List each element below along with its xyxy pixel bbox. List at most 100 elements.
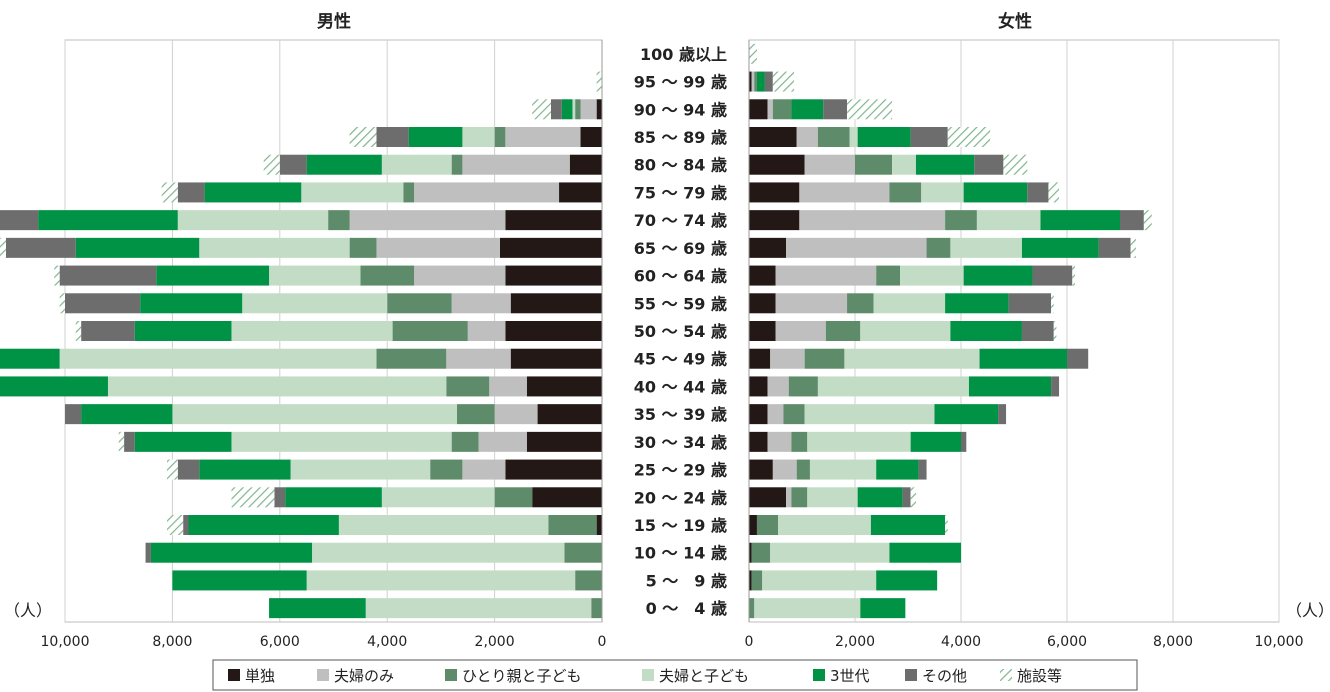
male-bar-segment [505,265,602,286]
age-group-label: 60 ～ 64 歳 [634,267,727,286]
male-bar-segment [494,404,538,425]
male-bar-segment [446,376,490,397]
legend: 単独 夫婦のみ ひとり親と子ども 夫婦と子ども 3世代 その他 施設等 [212,659,1138,691]
female-bar-segment [910,127,948,147]
legend-swatch [905,669,917,681]
male-bar-segment [526,376,602,397]
male-bar-segment [75,321,82,341]
female-bar-segment [767,404,784,425]
female-bar-segment [915,154,975,175]
female-bar-segment [889,542,961,563]
male-bar-segment [285,487,382,508]
unit-label-right: （人） [1286,601,1330,620]
female-bar-segment [749,348,771,369]
male-bar-segment [156,265,270,286]
legend-swatch [642,669,654,681]
female-bar-segment [796,459,810,480]
female-bar-segment [804,348,845,369]
male-bar-segment [306,154,382,175]
male-bar-segment [177,182,205,203]
age-group-label: 80 ～ 84 歳 [634,156,727,175]
male-x-tick-label: 10,000 [41,634,90,650]
bars [0,43,1152,619]
female-x-tick-label: 8,000 [1153,634,1193,650]
male-bar-segment [279,154,307,175]
male-bar-segment [414,265,506,286]
male-bar-segment [505,459,602,480]
male-bar-segment [59,348,377,369]
male-bar-segment [510,293,602,314]
male-bar-segment [478,431,527,452]
female-bar-segment [873,293,946,314]
age-group-label: 0 ～ 4 歳 [646,599,727,618]
male-bar-segment [591,598,602,619]
male-bar-segment [569,154,602,175]
male-bar-segment [451,431,479,452]
age-group-label: 45 ～ 49 歳 [634,350,727,369]
male-bar-segment [59,265,157,286]
male-bar-segment [532,99,551,120]
male-bar-segment [81,321,135,341]
male-bar-segment [376,237,500,258]
female-bar-segment [772,99,792,120]
female-bar-segment [749,431,768,452]
age-group-label: 20 ～ 24 歳 [634,488,727,507]
male-bar-segment [550,99,562,120]
legend-swatch [813,669,825,681]
male-bar-segment [462,459,506,480]
female-bar-segment [876,570,938,591]
male-bar-segment [231,487,275,508]
male-bar-segment [559,182,602,203]
female-bar-segment [823,99,848,120]
female-bar-segment [756,71,765,92]
male-bar-segment [392,321,468,341]
male-bar-segment [349,210,506,231]
female-bar-segment [809,459,877,480]
age-group-label: 30 ～ 34 歳 [634,433,727,452]
female-bar-segment [775,321,826,341]
female-bar-segment [1032,265,1073,286]
female-bar-segment [749,43,757,64]
male-bar-segment [231,321,393,341]
male-x-tick-label: 2,000 [475,634,515,650]
female-bar-segment [767,99,773,120]
legend-swatch [317,669,329,681]
male-bar-segment [349,237,377,258]
female-bar-segment [979,348,1067,369]
male-bar-segment [572,99,576,120]
male-bar-segment [59,293,65,314]
male-bar-segment [0,237,6,258]
female-bar-segment [947,127,991,147]
male-bar-segment [0,348,60,369]
legend-swatch [1000,669,1012,681]
female-bar-segment [1051,376,1060,397]
female-bar-segment [817,376,969,397]
female-bar-segment [807,487,858,508]
age-group-label: 25 ～ 29 歳 [634,461,727,480]
female-bar-segment [847,293,874,314]
male-bar-segment [167,515,184,535]
male-bar-segment [596,71,602,92]
male-bar-segment [467,321,506,341]
female-bar-segment [974,154,1004,175]
male-bar-segment [360,265,415,286]
female-bar-segment [749,293,776,314]
legend-label: その他 [922,667,967,685]
male-bar-segment [564,542,602,563]
female-x-tick-label: 0 [745,634,754,650]
female-x-tick-label: 2,000 [835,634,875,650]
male-bar-segment [387,293,452,314]
male-bar-segment [499,237,602,258]
age-group-label: 75 ～ 79 歳 [634,183,727,202]
male-bar-segment [403,182,415,203]
age-labels: 100 歳以上 95 ～ 99 歳 90 ～ 94 歳 85 ～ 89 歳 80 ～ 8… [634,45,727,618]
male-bar-segment [183,515,189,535]
age-group-label: 100 歳以上 [640,45,727,64]
male-bar-segment [269,598,366,619]
female-bar-segment [767,376,789,397]
male-bar-segment [494,487,533,508]
female-panel-title: 女性 [998,11,1032,32]
male-bar-segment [312,542,565,563]
age-group-label: 90 ～ 94 歳 [634,100,727,119]
